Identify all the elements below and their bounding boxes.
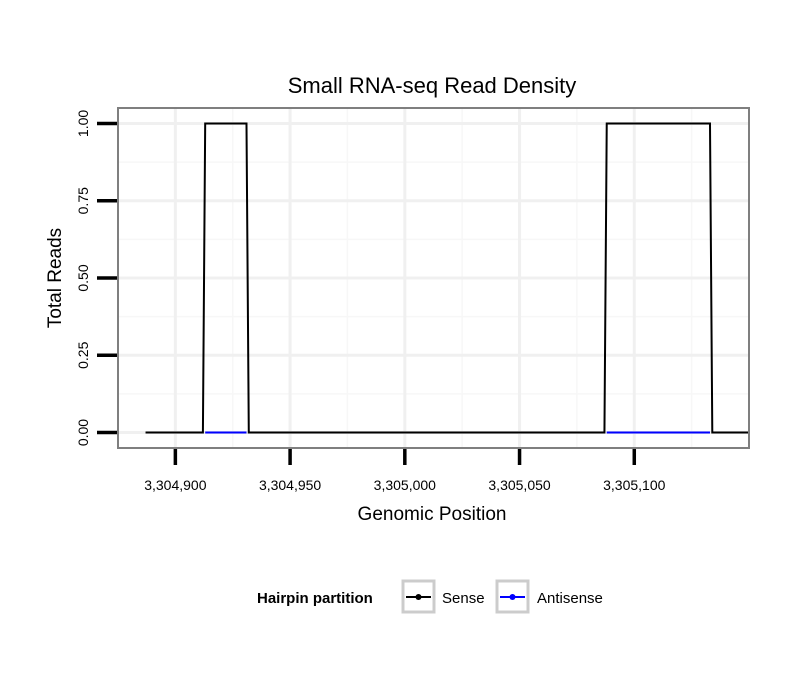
x-axis-title: Genomic Position bbox=[358, 504, 507, 525]
legend-label: Sense bbox=[442, 590, 485, 607]
legend-item-antisense: Antisense bbox=[495, 579, 603, 614]
plot-panel bbox=[117, 107, 750, 449]
legend-item-sense: Sense bbox=[401, 579, 485, 614]
y-tick-label: 0.75 bbox=[75, 187, 91, 214]
y-tick-label: 0.25 bbox=[75, 341, 91, 368]
y-axis-title: Total Reads bbox=[45, 228, 66, 328]
series-lines bbox=[145, 122, 749, 434]
chart-title: Small RNA-seq Read Density bbox=[288, 73, 577, 98]
y-tick-label: 0.00 bbox=[75, 419, 91, 446]
x-tick-label: 3,305,100 bbox=[603, 477, 665, 493]
y-tick-label: 0.50 bbox=[75, 264, 91, 291]
y-axis: 0.00 0.25 0.50 0.75 1.00 bbox=[75, 110, 117, 446]
x-tick-label: 3,304,900 bbox=[144, 477, 206, 493]
y-tick-label: 1.00 bbox=[75, 110, 91, 137]
legend: Hairpin partition Sense Antisense bbox=[257, 579, 603, 614]
x-tick-label: 3,305,050 bbox=[488, 477, 550, 493]
legend-label: Antisense bbox=[537, 590, 603, 607]
series-line-sense bbox=[145, 122, 749, 434]
legend-key-point bbox=[509, 594, 516, 600]
plot-panel-border bbox=[117, 107, 750, 449]
x-tick-label: 3,304,950 bbox=[259, 477, 321, 493]
legend-key-point bbox=[415, 594, 422, 600]
x-tick-label: 3,305,000 bbox=[374, 477, 436, 493]
x-axis: 3,304,900 3,304,950 3,305,000 3,305,050 3,30… bbox=[144, 449, 666, 493]
legend-title: Hairpin partition bbox=[257, 590, 373, 607]
